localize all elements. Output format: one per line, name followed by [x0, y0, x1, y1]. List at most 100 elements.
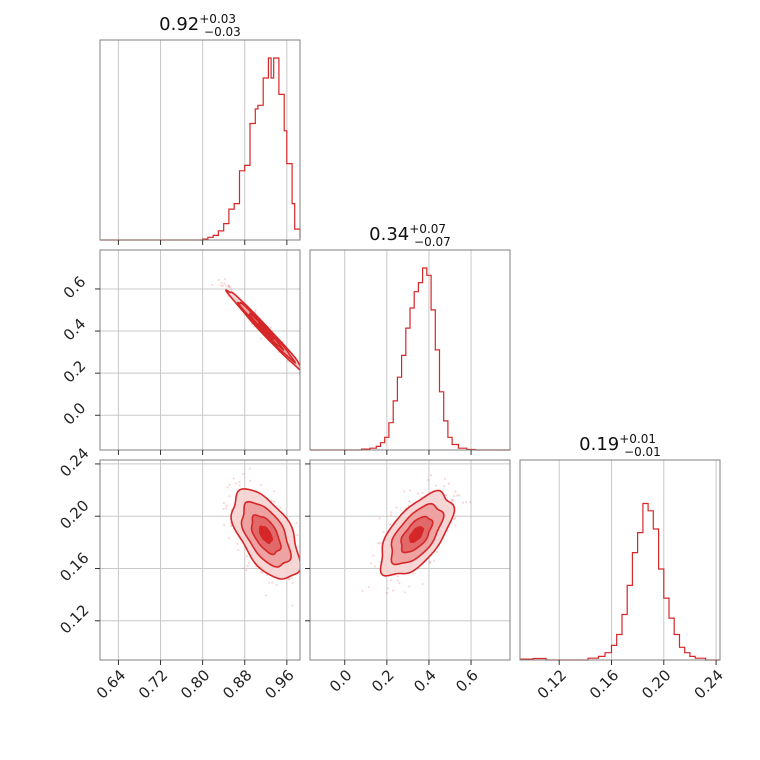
sample-point-p2_p1-384	[453, 518, 456, 521]
sample-point-p2_p0-89	[303, 576, 305, 578]
sample-point-p2_p1-371	[372, 554, 375, 557]
sample-point-p2_p0-249	[259, 483, 262, 486]
xtick-label-2-2: 0.20	[638, 666, 674, 702]
sample-point-p2_p0-313	[232, 477, 235, 480]
sample-point-p2_p1-182	[367, 585, 370, 589]
sample-point-p2_p0-379	[303, 541, 305, 543]
sample-point-p2_p0-384	[295, 521, 298, 524]
sample-point-p2_p1-358	[451, 498, 454, 501]
sample-point-p2_p0-419	[273, 490, 276, 493]
sample-point-p2_p1-394	[389, 523, 392, 526]
sample-point-p1_p0-29	[224, 278, 227, 281]
sample-point-p1_p0-194	[219, 284, 222, 287]
sample-point-p2_p0-189	[271, 581, 274, 584]
sample-point-p2_p1-252	[398, 582, 401, 585]
sample-point-p2_p0-179	[311, 549, 313, 551]
sample-point-p2_p0-9	[242, 473, 245, 476]
sample-point-p2_p1-172	[385, 592, 388, 595]
sample-point-p2_p1-251	[390, 511, 393, 514]
histogram-param-2	[520, 502, 720, 661]
sample-point-p2_p1-303	[369, 562, 373, 565]
ytick-label-1-2: 0.4	[60, 315, 90, 345]
sample-point-p2_p0-408	[226, 486, 229, 489]
sample-point-p1_p0-322	[286, 360, 289, 363]
sample-point-p2_p1-129	[389, 579, 392, 582]
xtick-label-1-3: 0.6	[452, 666, 482, 696]
sample-point-p2_p0-365	[228, 483, 231, 486]
ytick-label-1-0: 0.0	[60, 399, 90, 429]
sample-point-p2_p1-183	[361, 589, 364, 593]
sample-point-p2_p1-340	[417, 492, 420, 495]
sample-point-p2_p0-137	[303, 578, 305, 580]
sample-point-p2_p1-285	[462, 501, 465, 504]
sample-point-p1_p0-21	[227, 285, 230, 288]
sample-point-p2_p0-375	[236, 542, 239, 545]
sample-point-p2_p1-302	[378, 542, 381, 545]
sample-point-p2_p0-27	[264, 594, 267, 597]
sample-point-p2_p1-341	[450, 499, 453, 502]
sample-point-p2_p1-95	[436, 550, 439, 554]
sample-point-p2_p1-354	[421, 583, 424, 586]
sample-point-p2_p0-250	[249, 479, 252, 482]
sample-point-p1_p0-388	[260, 337, 263, 340]
sample-point-p2_p0-122	[302, 591, 304, 593]
contour-p2_p1-3	[408, 526, 425, 543]
sample-point-p2_p1-46	[454, 517, 457, 520]
xtick-label-1-2: 0.4	[410, 666, 440, 696]
sample-point-p2_p1-76	[447, 482, 450, 485]
sample-point-p1_p0-246	[301, 365, 303, 367]
sample-point-p2_p1-398	[421, 491, 424, 495]
data-layer	[100, 57, 720, 661]
sample-point-p2_p1-372	[469, 501, 472, 504]
panel-frame-4	[309, 459, 511, 661]
sample-point-p2_p0-138	[304, 562, 306, 564]
sample-point-p1_p0-129	[301, 371, 303, 373]
xtick-label-0-4: 0.96	[261, 666, 297, 702]
sample-point-p2_p0-292	[223, 523, 226, 526]
sample-point-p2_p0-79	[222, 501, 225, 505]
sample-point-p2_p1-314	[408, 499, 411, 502]
panel-title-1: 0.34+0.07 −0.07	[369, 222, 451, 249]
sample-point-p2_p0-196	[272, 500, 276, 503]
sample-point-p2_p0-300	[307, 574, 309, 576]
sample-point-p2_p1-386	[458, 494, 461, 497]
sample-point-p2_p0-369	[291, 604, 294, 607]
sample-point-p2_p0-146	[228, 495, 231, 498]
sample-point-p2_p0-221	[225, 507, 228, 510]
sample-point-p1_p0-379	[230, 288, 233, 291]
sample-point-p2_p1-380	[396, 579, 399, 582]
sample-point-p2_p1-323	[409, 489, 412, 492]
sample-point-p2_p1-329	[443, 485, 446, 488]
sample-point-p2_p1-31	[373, 565, 377, 568]
density-p2_p0	[222, 467, 313, 607]
sample-point-p2_p1-105	[378, 517, 381, 520]
sample-point-p1_p0-219	[301, 375, 303, 377]
sample-point-p2_p0-273	[260, 570, 263, 574]
sample-point-p2_p0-247	[261, 571, 264, 574]
sample-point-p1_p0-274	[227, 285, 230, 288]
sample-point-p2_p1-266	[451, 500, 454, 503]
sample-point-p1_p0-213	[211, 283, 214, 287]
xtick-label-2-3: 0.24	[691, 666, 727, 702]
sample-point-p2_p1-91	[427, 478, 430, 482]
sample-point-p1_p0-215	[229, 286, 232, 289]
xtick-label-1-1: 0.2	[368, 666, 398, 696]
sample-point-p2_p1-293	[432, 559, 436, 562]
ytick-label-2-3: 0.24	[56, 444, 92, 480]
xtick-label-0-3: 0.88	[219, 666, 255, 702]
tick-layer: 0.0 0.2 0.4 0.6 0.12 0.16 0.20 0.24 0.64 0.72 0.80…	[56, 240, 727, 702]
sample-point-p2_p0-1	[225, 504, 228, 507]
sample-point-p2_p1-189	[454, 490, 457, 493]
ytick-label-1-3: 0.6	[60, 273, 90, 303]
sample-point-p2_p1-174	[395, 506, 398, 509]
sample-point-p2_p1-139	[443, 477, 446, 480]
sample-point-p1_p0-62	[254, 309, 257, 312]
sample-point-p2_p0-201	[248, 467, 251, 470]
sample-point-p2_p1-400	[408, 501, 411, 504]
ytick-label-2-1: 0.16	[56, 549, 92, 585]
histogram-param-0	[100, 57, 301, 241]
sample-point-p1_p0-311	[303, 368, 305, 370]
sample-point-p2_p1-33	[396, 575, 400, 578]
sample-point-p2_p0-127	[242, 567, 245, 570]
sample-point-p2_p1-199	[389, 513, 393, 516]
